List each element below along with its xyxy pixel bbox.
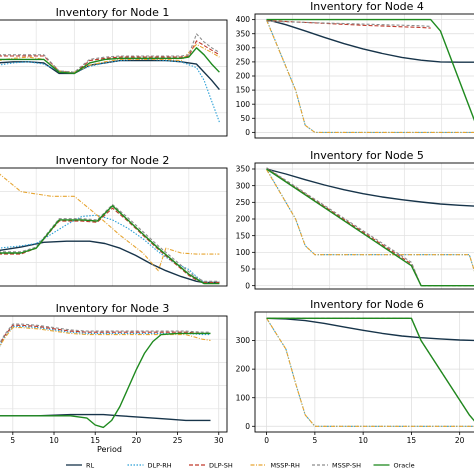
y-tick-label: 100 [236,248,251,257]
x-tick-label: 10 [49,436,59,445]
series-line-rl [0,240,220,284]
panel-title: Inventory for Node 5 [310,149,424,162]
series-line-dlp-sh [266,19,431,29]
legend-label: RL [86,461,95,469]
legend: RL DLP-RH DLP-SH MSSP-RH MSSP-SH Oracle [66,461,415,469]
axes-frame [254,311,474,433]
series-line-mssp-rh [266,169,474,272]
series-line-dlp-rh [266,318,474,427]
series-line-rl [266,168,474,207]
series-line-dlp-rh [266,168,474,272]
y-tick-label: 200 [236,72,251,81]
series-line-mssp-sh [0,323,211,344]
series-group [266,167,474,287]
y-tick-label: 200 [236,215,251,224]
x-tick-label: 25 [173,436,183,445]
x-tick-label: 30 [214,436,224,445]
y-tick-label: 350 [236,165,251,174]
series-line-dlp-sh [266,317,474,422]
axes-frame [0,167,228,287]
panel-1: Inventory for Node 1 [0,6,228,137]
series-line-mssp-rh [266,318,474,427]
series-line-oracle [0,205,220,285]
y-tick-label: 200 [236,365,251,374]
panel-title: Inventory for Node 6 [310,298,424,311]
series-line-dlp-sh [266,167,474,287]
legend-label: MSSP-RH [271,461,300,469]
panel-2: Inventory for Node 4 0 50 100 150 200 250 300 35… [236,0,474,139]
y-tick-label: 350 [236,29,251,38]
y-tick-label: 50 [240,265,250,274]
y-tick-label: 150 [236,86,251,95]
x-tick-label: 15 [90,436,100,445]
x-tick-label: 15 [407,436,417,445]
panel-4: Inventory for Node 5 0 50 100 150 200 250 300 35… [236,149,474,290]
y-tick-label: 0 [245,128,250,137]
series-line-oracle [0,332,211,429]
series-line-rl [266,18,474,63]
y-tick-label: 50 [240,114,250,123]
y-tick-label: 100 [236,393,251,402]
series-line-oracle [266,317,474,422]
y-tick-label: 150 [236,231,251,240]
series-line-mssp-sh [0,33,220,73]
y-tick-label: 100 [236,100,251,109]
series-line-mssp-sh [266,20,431,27]
panel-title: Inventory for Node 3 [56,302,170,315]
series-line-mssp-rh [0,173,220,272]
series-group [266,18,474,133]
panel-5: Inventory for Node 3 5 10 15 20 25 30 Period [0,302,228,454]
series-group [0,33,220,123]
series-line-dlp-sh [0,324,211,345]
series-line-dlp-sh [0,40,220,74]
axes-frame [254,162,474,290]
series-line-mssp-rh [266,19,474,133]
series-line-oracle [0,47,220,75]
y-tick-label: 0 [245,281,250,290]
x-tick-label: 10 [358,436,368,445]
series-line-oracle [266,18,474,122]
series-line-rl [266,317,474,342]
series-group [266,317,474,427]
series-line-dlp-rh [0,58,220,123]
y-tick-label: 300 [236,336,251,345]
panel-title: Inventory for Node 2 [56,154,170,167]
series-group [0,323,211,429]
series-line-rl [0,59,220,91]
y-tick-label: 0 [245,422,250,431]
series-line-oracle [266,168,474,287]
series-line-dlp-rh [0,325,211,347]
y-tick-label: 300 [236,43,251,52]
x-tick-label: 0 [264,436,269,445]
y-tick-label: 300 [236,181,251,190]
x-tick-label: 20 [132,436,142,445]
legend-label: MSSP-SH [332,461,361,469]
series-line-mssp-sh [266,317,474,422]
y-tick-label: 400 [236,15,251,24]
x-axis-label: Period [97,445,122,454]
legend-label: DLP-RH [148,461,172,469]
axes-frame [0,315,228,433]
axes-frame [0,19,228,137]
legend-label: Oracle [394,461,415,469]
series-line-mssp-rh [0,43,220,73]
y-tick-label: 250 [236,198,251,207]
y-tick-label: 250 [236,58,251,67]
x-tick-label: 5 [312,436,317,445]
x-tick-label: 20 [455,436,465,445]
x-tick-label: 5 [10,436,15,445]
panel-6: Inventory for Node 6 0 100 200 300 0 5 10 15 20 [236,298,474,445]
series-line-mssp-rh [0,327,211,348]
series-line-dlp-rh [0,214,220,284]
panel-3: Inventory for Node 2 [0,154,228,287]
legend-label: DLP-SH [209,461,233,469]
series-group [0,173,220,285]
panel-title: Inventory for Node 4 [310,0,424,13]
panel-title: Inventory for Node 1 [56,6,170,19]
series-line-mssp-sh [0,204,220,282]
